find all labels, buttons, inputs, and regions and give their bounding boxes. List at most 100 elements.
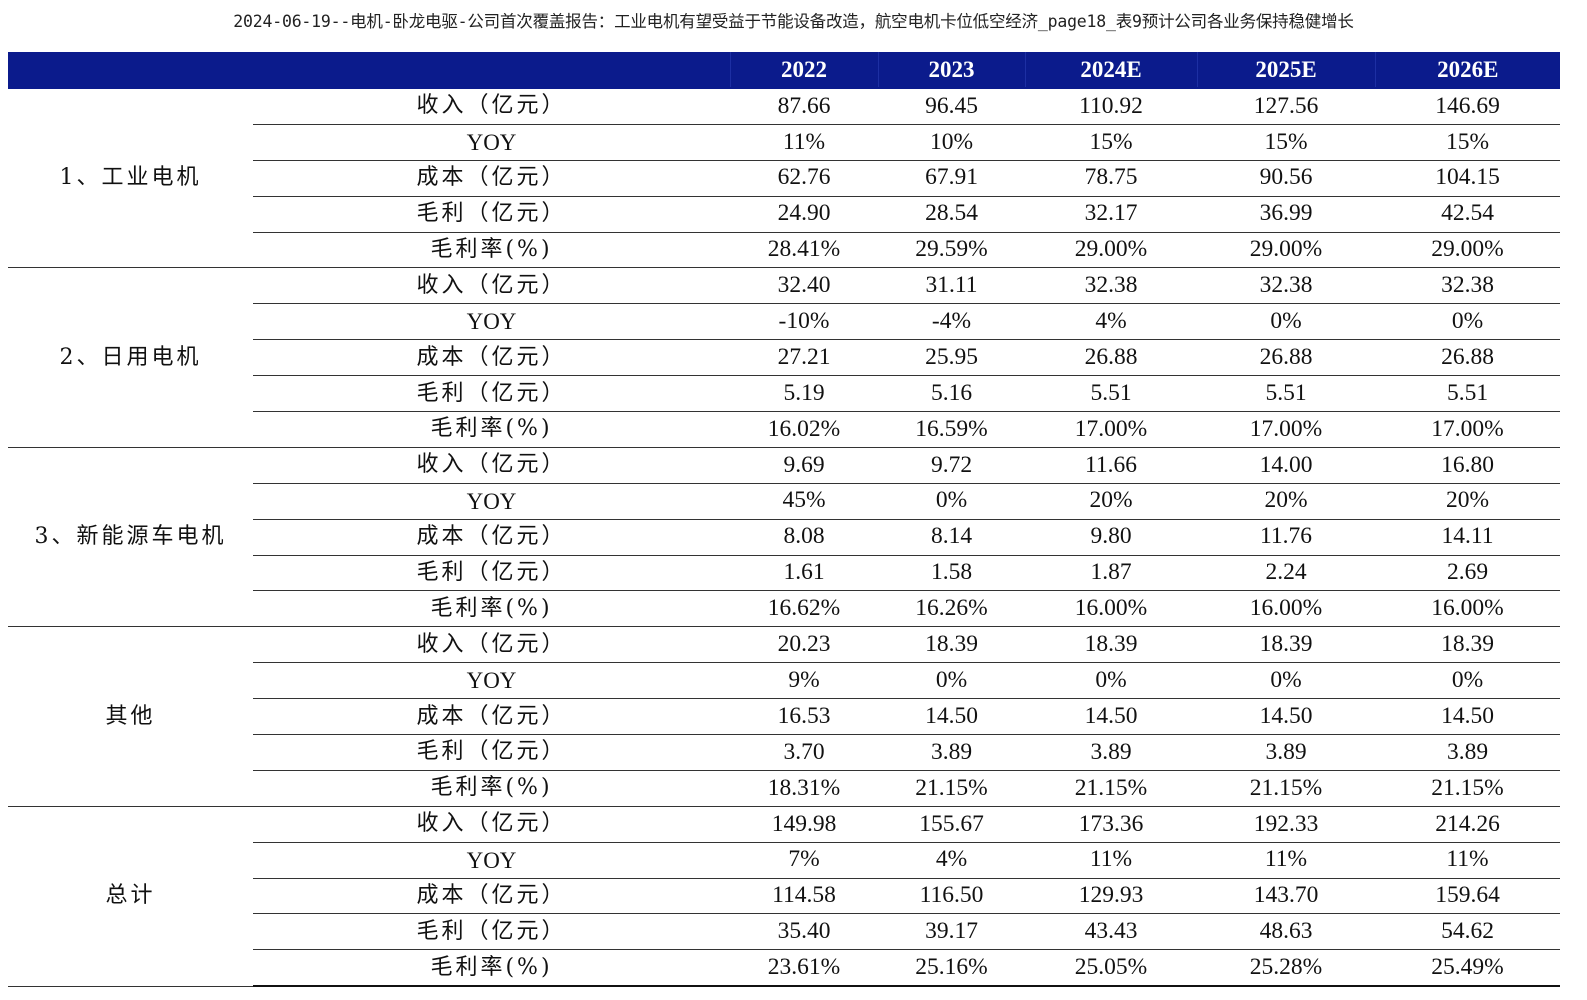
value-cell: 39.17 [878,913,1025,951]
value-cell: 127.56 [1197,88,1375,125]
table-row: 毛利（亿元） 5.19 5.16 5.51 5.51 5.51 [8,375,1560,413]
value-cell: 0% [878,483,1025,520]
value-cell: 0% [1375,662,1560,700]
value-cell: 96.45 [878,88,1025,125]
value-cell: 90.56 [1197,160,1375,197]
segment-label-other: 其他 [8,626,253,807]
metric-label-gross-margin: 毛利率(%) [253,949,730,988]
value-cell: 45% [730,483,878,520]
value-cell: 16.00% [1375,590,1560,628]
value-cell: 3.89 [1375,734,1560,771]
table-row: 毛利（亿元） 35.40 39.17 43.43 48.63 54.62 [8,913,1560,951]
table-row: 毛利（亿元） 1.61 1.58 1.87 2.24 2.69 [8,555,1560,592]
value-cell: 0% [878,662,1025,700]
value-cell: 0% [1375,303,1560,341]
value-cell: 155.67 [878,806,1025,843]
value-cell: 104.15 [1375,160,1560,197]
metric-label-gross-margin: 毛利率(%) [253,590,730,628]
table-header-row: 2022 2023 2024E 2025E 2026E [8,52,1560,89]
value-cell: 159.64 [1375,878,1560,915]
value-cell: 3.89 [1025,734,1197,771]
value-cell: 16.00% [1197,590,1375,628]
value-cell: 18.39 [1025,626,1197,664]
value-cell: 21.15% [1025,770,1197,807]
value-cell: 32.38 [1197,267,1375,305]
value-cell: 54.62 [1375,913,1560,951]
value-cell: 11% [1375,842,1560,879]
value-cell: 3.70 [730,734,878,771]
value-cell: 32.17 [1025,196,1197,233]
metric-label-cost: 成本（亿元） [253,519,730,556]
value-cell: 14.50 [1375,698,1560,736]
table-row: 其他 收入（亿元） 20.23 18.39 18.39 18.39 18.39 [8,626,1560,807]
value-cell: 110.92 [1025,88,1197,125]
value-cell: 5.51 [1197,375,1375,413]
table-row: 毛利（亿元） 3.70 3.89 3.89 3.89 3.89 [8,734,1560,771]
year-header-2026e: 2026E [1374,52,1560,89]
document-title: 2024-06-19--电机-卧龙电驱-公司首次覆盖报告：工业电机有望受益于节能… [233,12,1354,31]
segment-label-total: 总计 [8,806,253,987]
value-cell: 48.63 [1197,913,1375,951]
value-cell: 16.02% [730,411,878,448]
value-cell: 35.40 [730,913,878,951]
metric-label-cost: 成本（亿元） [253,339,730,377]
value-cell: 31.11 [878,267,1025,305]
value-cell: 42.54 [1375,196,1560,233]
segment-label-industrial-motor: 1、工业电机 [8,88,253,269]
value-cell: 18.39 [1197,626,1375,664]
value-cell: 18.39 [878,626,1025,664]
metric-label-revenue: 收入（亿元） [253,267,730,305]
value-cell: 20% [1197,483,1375,520]
value-cell: 14.50 [1197,698,1375,736]
forecast-table-container: 2022 2023 2024E 2025E 2026E 1、工业电机 收入（亿元）… [8,52,1560,988]
value-cell: 16.80 [1375,447,1560,484]
metric-label-cost: 成本（亿元） [253,698,730,736]
value-cell: 16.26% [878,590,1025,628]
metric-label-cost: 成本（亿元） [253,160,730,197]
value-cell: 25.95 [878,339,1025,377]
table-row: 成本（亿元） 8.08 8.14 9.80 11.76 14.11 [8,519,1560,556]
value-cell: 29.00% [1025,232,1197,269]
value-cell: 32.40 [730,267,878,305]
value-cell: 2.24 [1197,555,1375,592]
value-cell: 9.80 [1025,519,1197,556]
year-header-2022: 2022 [729,52,878,89]
value-cell: 28.41% [730,232,878,269]
table-row: 成本（亿元） 62.76 67.91 78.75 90.56 104.15 [8,160,1560,197]
value-cell: 9.69 [730,447,878,484]
value-cell: 27.21 [730,339,878,377]
year-header-2024e: 2024E [1024,52,1197,89]
value-cell: 9.72 [878,447,1025,484]
value-cell: 17.00% [1025,411,1197,448]
value-cell: 0% [1197,303,1375,341]
value-cell: 8.14 [878,519,1025,556]
value-cell: 14.00 [1197,447,1375,484]
segment-label-nev-motor: 3、新能源车电机 [8,447,253,628]
value-cell: 1.61 [730,555,878,592]
value-cell: 114.58 [730,878,878,915]
table-row: 毛利（亿元） 24.90 28.54 32.17 36.99 42.54 [8,196,1560,233]
metric-label-revenue: 收入（亿元） [253,88,730,125]
value-cell: 14.50 [878,698,1025,736]
table-row: 毛利率(%) 23.61% 25.16% 25.05% 25.28% 25.49% [8,949,1560,988]
table-row: 成本（亿元） 27.21 25.95 26.88 26.88 26.88 [8,339,1560,377]
value-cell: 143.70 [1197,878,1375,915]
value-cell: 8.08 [730,519,878,556]
metric-label-gross-profit: 毛利（亿元） [253,375,730,413]
value-cell: 146.69 [1375,88,1560,125]
value-cell: 36.99 [1197,196,1375,233]
value-cell: 87.66 [730,88,878,125]
metric-label-gross-profit: 毛利（亿元） [253,196,730,233]
table-row: YOY -10% -4% 4% 0% 0% [8,303,1560,341]
metric-label-yoy: YOY [253,842,730,879]
value-cell: 14.50 [1025,698,1197,736]
table-row: 2、日用电机 收入（亿元） 32.40 31.11 32.38 32.38 32.38 [8,267,1560,448]
value-cell: 26.88 [1197,339,1375,377]
value-cell: 29.00% [1197,232,1375,269]
year-header-2025e: 2025E [1196,52,1375,89]
table-row: 毛利率(%) 16.02% 16.59% 17.00% 17.00% 17.00% [8,411,1560,448]
metric-label-revenue: 收入（亿元） [253,626,730,664]
value-cell: 62.76 [730,160,878,197]
value-cell: 10% [878,124,1025,161]
value-cell: 21.15% [878,770,1025,807]
